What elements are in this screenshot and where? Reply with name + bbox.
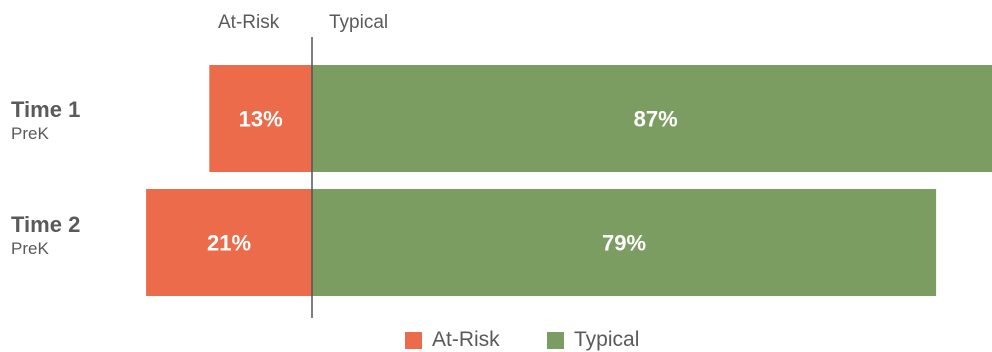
row-title-time-1: Time 1 [11,97,81,122]
data-label-typical-time-1: 87% [634,107,678,132]
bar-typical-time-2 [312,189,937,296]
legend-swatch-at-risk [405,331,422,349]
bar-at-risk-time-2 [146,189,312,296]
legend-swatch-typical [547,331,564,349]
data-label-at-risk-time-1: 13% [239,107,283,132]
bar-typical-time-1 [312,65,992,172]
header-at-risk: At-Risk [218,12,280,33]
bar-at-risk-time-1 [209,65,312,172]
legend-item-at-risk: At-Risk [405,328,500,352]
row-subtitle-time-1: PreK [11,124,49,143]
data-label-typical-time-2: 79% [602,231,646,256]
header-typical: Typical [329,12,389,33]
row-subtitle-time-2: PreK [11,239,49,258]
row-title-time-2: Time 2 [11,212,81,237]
legend-label-typical: Typical [574,328,640,351]
legend-label-at-risk: At-Risk [432,328,500,351]
data-label-at-risk-time-2: 21% [207,231,251,256]
legend-item-typical: Typical [547,328,639,352]
